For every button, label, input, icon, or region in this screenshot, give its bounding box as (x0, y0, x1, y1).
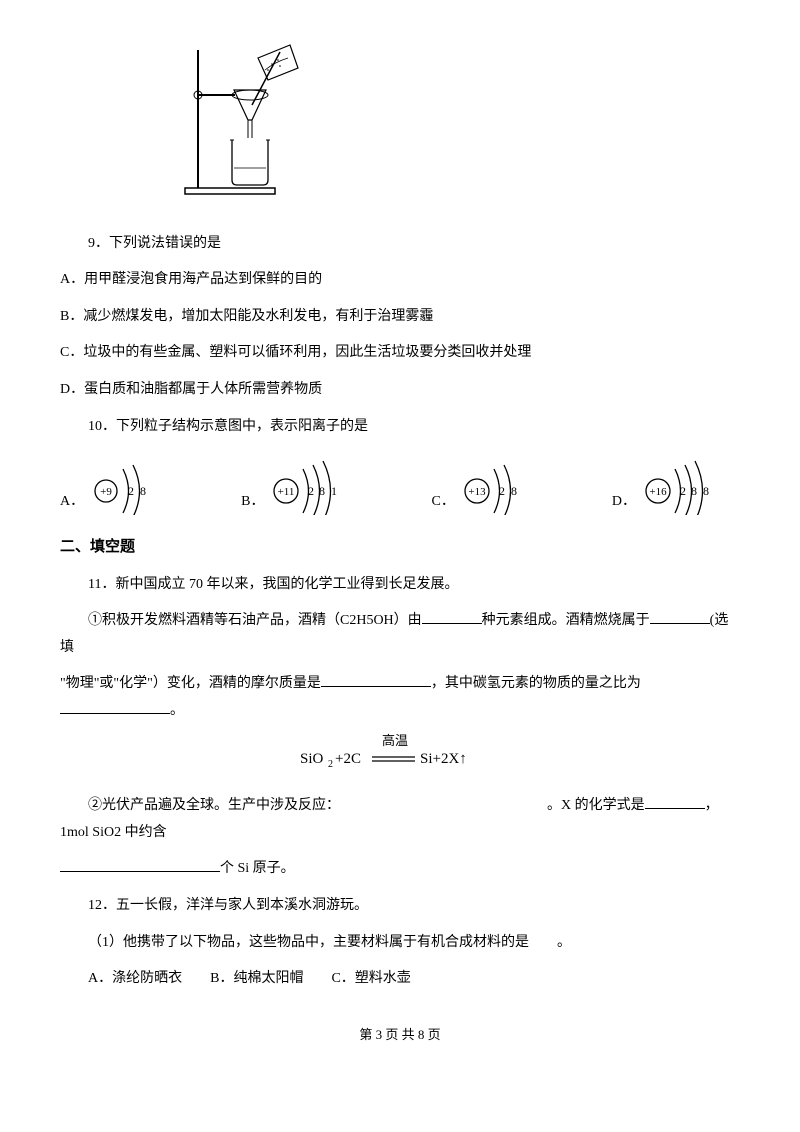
svg-text:2: 2 (308, 484, 314, 498)
svg-text:+2C: +2C (335, 751, 361, 767)
q9-opt-c: C．垃圾中的有些金属、塑料可以循环利用，因此生活垃圾要分类回收并处理 (60, 340, 740, 367)
atom-d-svg: +16 2 8 8 (640, 455, 740, 515)
blank (60, 699, 170, 714)
q11-p2b: 。X 的化学式是 (547, 798, 645, 813)
q11-num: 11 (88, 577, 101, 592)
blank (645, 794, 705, 809)
filtration-figure (180, 40, 740, 211)
svg-text:2: 2 (328, 759, 333, 770)
svg-text:Si+2X↑: Si+2X↑ (420, 751, 467, 767)
q12-stem: 12．五一长假，洋洋与家人到本溪水洞游玩。 (60, 893, 740, 920)
atom-b-svg: +11 2 8 1 (268, 455, 368, 515)
q12-stem-text: ．五一长假，洋洋与家人到本溪水洞游玩。 (102, 898, 368, 913)
svg-text:2: 2 (680, 484, 686, 498)
q9-opt-d: D．蛋白质和油脂都属于人体所需营养物质 (60, 377, 740, 404)
q11-part2: ②光伏产品遍及全球。生产中涉及反应： 。X 的化学式是，1mol SiO2 中约… (60, 793, 740, 846)
q10-stem: 10．下列粒子结构示意图中，表示阳离子的是 (60, 414, 740, 441)
svg-text:8: 8 (319, 484, 325, 498)
filtration-svg (180, 40, 330, 200)
svg-text:8: 8 (511, 484, 517, 498)
blank (422, 609, 482, 624)
q10-c-label: C． (432, 489, 455, 516)
q10-b-label: B． (241, 489, 264, 516)
q9-stem: 9．下列说法错误的是 (60, 231, 740, 258)
atom-c-svg: +13 2 8 (459, 455, 549, 515)
blank (321, 672, 431, 687)
svg-text:+11: +11 (278, 486, 295, 498)
nuc-a: +9 (100, 486, 112, 498)
q11-p2a: ②光伏产品遍及全球。生产中涉及反应： (88, 798, 340, 813)
q10-num: 10 (88, 419, 102, 434)
svg-text:8: 8 (140, 484, 146, 498)
q12-p1: （1）他携带了以下物品，这些物品中，主要材料属于有机合成材料的是 。 (60, 930, 740, 957)
q11-part1: ①积极开发燃料酒精等石油产品，酒精（C2H5OH）由种元素组成。酒精燃烧属于(选… (60, 608, 740, 661)
q11-part1-end: 。 (60, 698, 740, 725)
atom-a-svg: +9 2 8 (88, 455, 178, 515)
q12-num: 12 (88, 898, 102, 913)
svg-text:1: 1 (331, 484, 337, 498)
q11-stem-text: ．新中国成立 70 年以来，我国的化学工业得到长足发展。 (101, 577, 458, 592)
svg-text:2: 2 (128, 484, 134, 498)
q10-opt-c: C． +13 2 8 (432, 455, 549, 515)
q10-opt-a: A． +9 2 8 (60, 455, 178, 515)
svg-text:+13: +13 (468, 486, 486, 498)
q11-equation: SiO 2 +2C 高温 Si+2X↑ (60, 733, 740, 784)
exam-page: 9．下列说法错误的是 A．用甲醛浸泡食用海产品达到保鲜的目的 B．减少燃煤发电，… (0, 0, 800, 1077)
q10-options-row: A． +9 2 8 B． +11 2 8 1 (60, 455, 740, 515)
q10-a-label: A． (60, 489, 84, 516)
q11-stem: 11．新中国成立 70 年以来，我国的化学工业得到长足发展。 (60, 572, 740, 599)
svg-text:+16: +16 (649, 486, 667, 498)
q9-opt-b: B．减少燃煤发电，增加太阳能及水利发电，有利于治理雾霾 (60, 304, 740, 331)
svg-text:8: 8 (691, 484, 697, 498)
svg-text:8: 8 (703, 484, 709, 498)
svg-text:高温: 高温 (382, 733, 408, 748)
q11-part2-cont: 个 Si 原子。 (60, 856, 740, 883)
section-2-header: 二、填空题 (60, 533, 740, 562)
q12-opts: A．涤纶防晒衣 B．纯棉太阳帽 C．塑料水壶 (60, 966, 740, 993)
q10-d-label: D． (612, 489, 636, 516)
q11-p2d: 个 Si 原子。 (220, 861, 295, 876)
blank (60, 857, 220, 872)
page-footer: 第 3 页 共 8 页 (60, 1023, 740, 1048)
svg-text:2: 2 (499, 484, 505, 498)
q10-opt-b: B． +11 2 8 1 (241, 455, 368, 515)
q9-num: 9 (88, 236, 95, 251)
q11-p1f: 。 (170, 703, 184, 718)
q9-opt-a: A．用甲醛浸泡食用海产品达到保鲜的目的 (60, 267, 740, 294)
q11-p1d: "物理"或"化学"）变化，酒精的摩尔质量是 (60, 676, 321, 691)
q11-p1e: ，其中碳氢元素的物质的量之比为 (431, 676, 641, 691)
equation-svg: SiO 2 +2C 高温 Si+2X↑ (300, 733, 500, 773)
q9-stem-text: ．下列说法错误的是 (95, 236, 221, 251)
svg-text:SiO: SiO (300, 751, 324, 767)
q11-p1b: 种元素组成。酒精燃烧属于 (482, 613, 650, 628)
equation-svg-wrap: SiO 2 +2C 高温 Si+2X↑ (300, 733, 500, 784)
blank (650, 609, 710, 624)
q10-stem-text: ．下列粒子结构示意图中，表示阳离子的是 (102, 419, 368, 434)
q10-opt-d: D． +16 2 8 8 (612, 455, 740, 515)
q11-part1-cont: "物理"或"化学"）变化，酒精的摩尔质量是 ，其中碳氢元素的物质的量之比为 (60, 671, 740, 698)
q11-p1a: ①积极开发燃料酒精等石油产品，酒精（C2H5OH）由 (88, 613, 422, 628)
